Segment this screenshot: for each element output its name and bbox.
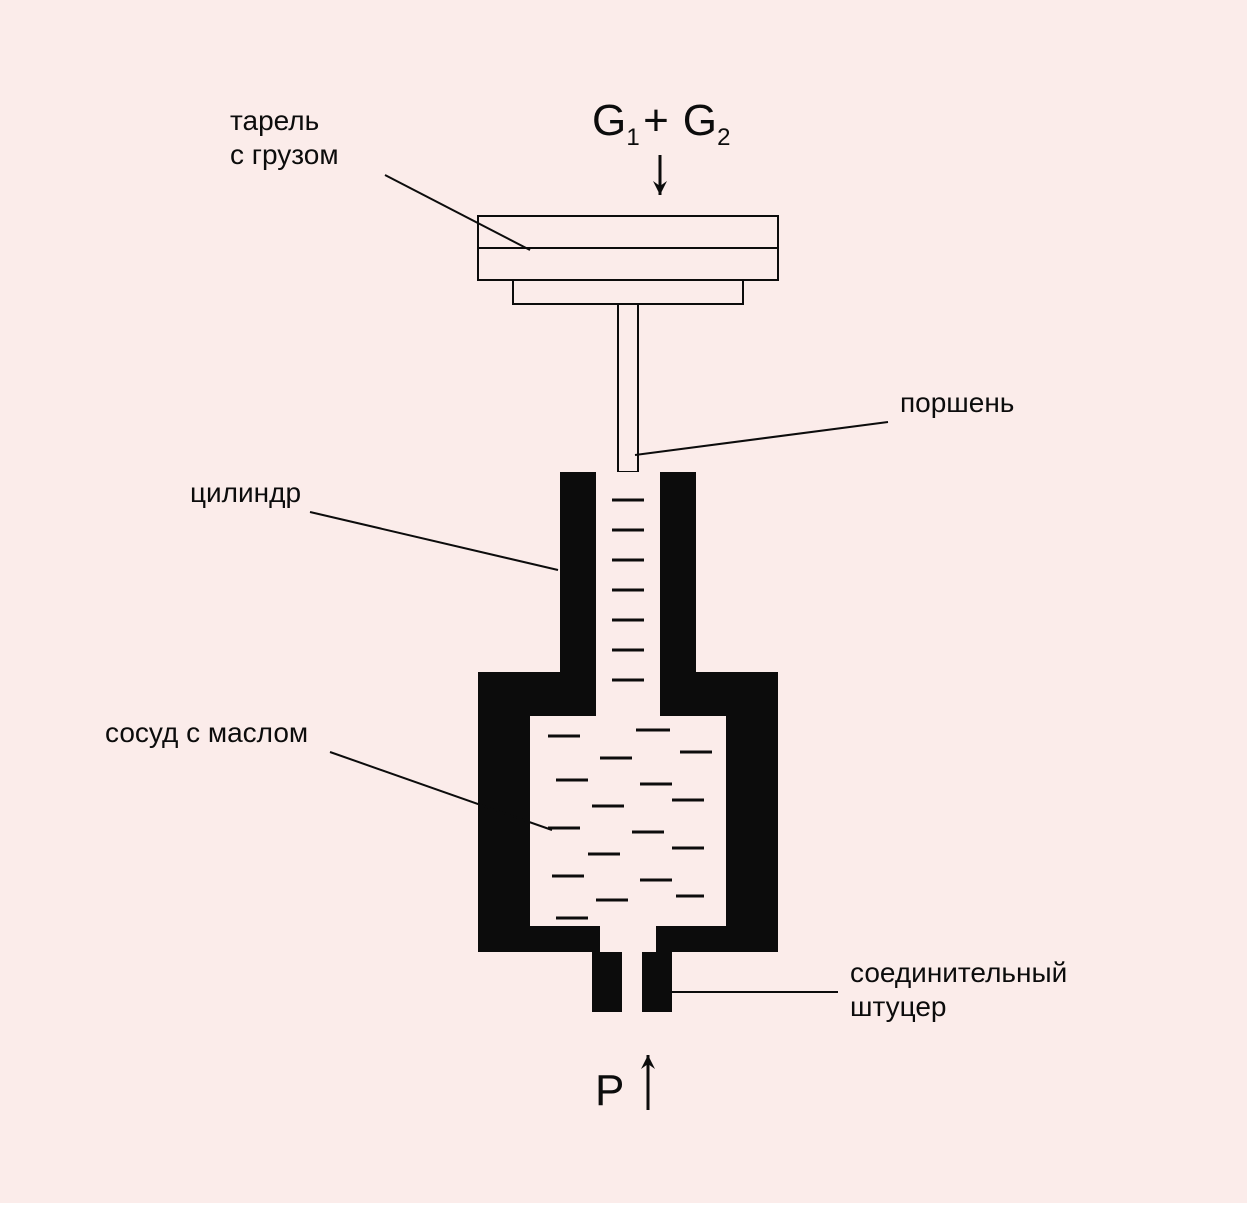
plate-mid [478, 248, 778, 280]
plate-top [478, 216, 778, 248]
svg-text:поршень: поршень [900, 387, 1014, 418]
svg-text:1: 1 [626, 124, 639, 151]
svg-text:штуцер: штуцер [850, 991, 946, 1022]
fitting-bore [622, 952, 642, 1012]
svg-text:2: 2 [717, 124, 730, 151]
svg-text:G: G [683, 96, 717, 145]
svg-text:тарель: тарель [230, 105, 319, 136]
cylinder-bore [596, 472, 660, 692]
svg-text:P: P [595, 1066, 624, 1115]
svg-text:с грузом: с грузом [230, 139, 339, 170]
piston-manometer-diagram: тарельс грузом поршень цилиндр сосуд с масл… [0, 0, 1247, 1203]
piston-rod [618, 304, 638, 472]
svg-text:сосуд с маслом: сосуд с маслом [105, 717, 308, 748]
plate-bottom [513, 280, 743, 304]
svg-text:G: G [592, 96, 626, 145]
svg-text:+: + [643, 96, 669, 145]
svg-text:соединительный: соединительный [850, 957, 1067, 988]
svg-text:цилиндр: цилиндр [190, 477, 301, 508]
